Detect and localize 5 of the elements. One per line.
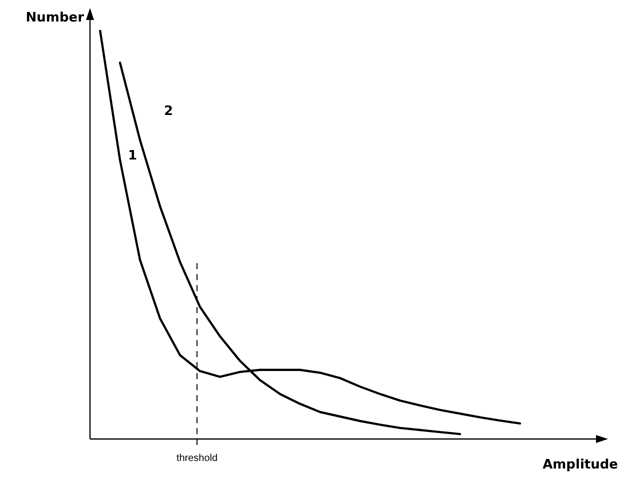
x-axis-title: Amplitude: [542, 457, 618, 472]
series-label: 1: [128, 148, 138, 164]
y-axis-title: Number: [26, 10, 85, 26]
text: 2: [164, 104, 174, 120]
text: threshold: [176, 453, 218, 464]
